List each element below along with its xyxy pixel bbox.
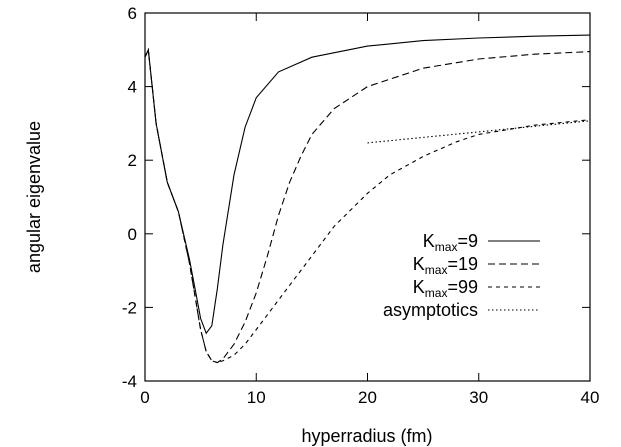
series-line-3: [144, 47, 591, 364]
legend-label-4: asymptotics: [383, 300, 478, 320]
y-tick-label: 6: [128, 4, 137, 23]
legend-label-1: Kmax=9: [423, 231, 478, 254]
series-line-4: [367, 120, 591, 144]
legend-label-3: Kmax=99: [413, 277, 478, 300]
x-tick-label: 40: [581, 388, 600, 407]
series-line-2: [144, 47, 591, 364]
y-tick-label: -2: [122, 298, 137, 317]
axis-ticks: 0 10 20 30 40 -4 -2 0 2 4 6: [122, 4, 600, 407]
x-tick-label: 10: [247, 388, 266, 407]
y-tick-label: 0: [128, 225, 137, 244]
y-axis-title: angular eigenvalue: [24, 121, 44, 273]
legend-label-2: Kmax=19: [413, 254, 478, 277]
series-line-1: [144, 34, 591, 335]
y-tick-label: 2: [128, 151, 137, 170]
x-tick-label: 30: [469, 388, 488, 407]
x-axis-title: hyperradius (fm): [301, 426, 432, 446]
x-tick-label: 0: [140, 388, 149, 407]
x-tick-label: 20: [358, 388, 377, 407]
series-lines: [144, 34, 591, 364]
y-tick-label: 4: [128, 78, 137, 97]
y-tick-label: -4: [122, 372, 137, 391]
